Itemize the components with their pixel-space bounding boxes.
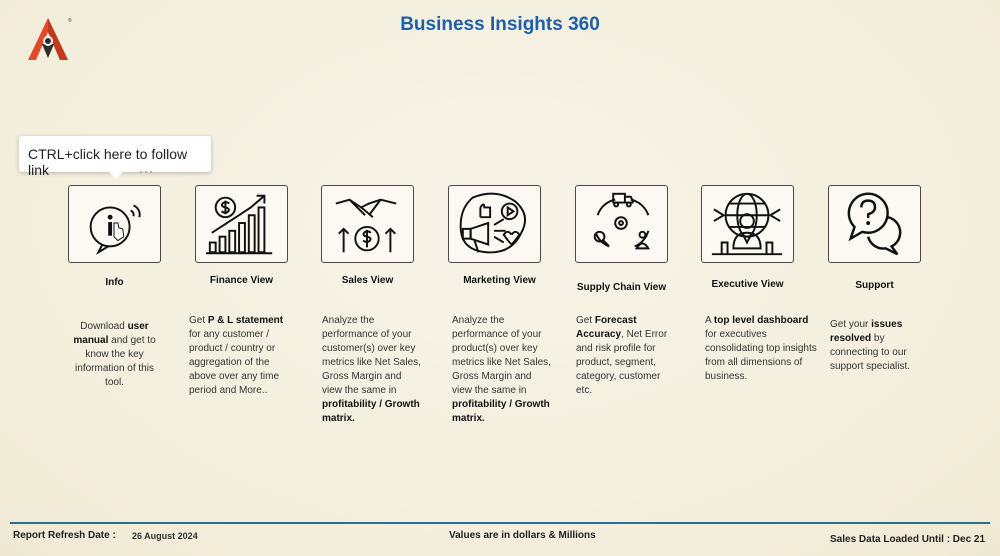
support-description: Get your issues resolved by connecting t… [830,319,911,372]
sales-loaded-until: Sales Data Loaded Until : Dec 21 [830,534,986,545]
supply-chain-view-title: Supply Chain View [576,282,667,293]
finance-view-button[interactable] [195,185,288,263]
support-title: Support [855,280,894,291]
company-logo: ® [24,14,76,64]
refresh-date-label: Report Refresh Date : [13,530,116,541]
support-button[interactable] [828,185,921,263]
values-note: Values are in dollars & Millions [449,530,596,541]
tooltip-text: CTRL+click here to follow link [28,146,188,178]
info-title: Info [105,277,124,288]
supply-chain-view-button[interactable] [575,185,668,263]
info-button[interactable] [68,185,161,263]
marketing-view-title: Marketing View [463,275,536,286]
info-phone-icon [89,204,141,255]
finance-view-title: Finance View [209,275,274,286]
handshake-dollar-icon [335,198,397,253]
supply-chain-view-description: Get Forecast Accuracy, Net Error and ris… [576,315,668,396]
sales-view-description: Analyze the performance of your customer… [322,315,421,424]
supply-chain-cycle-icon [593,192,651,250]
marketing-view-button[interactable] [448,185,541,263]
follow-link-tooltip: CTRL+click here to follow link [19,136,211,179]
page-title: Business Insights 360 [400,14,600,35]
footer-divider [10,522,990,524]
registered-mark: ® [68,17,72,24]
info-description: Download user manual and get to know the… [73,321,156,388]
megaphone-social-icon [459,192,527,254]
question-chat-icon [847,192,902,256]
executive-view-description: A top level dashboard for executives con… [705,315,817,382]
executive-view-title: Executive View [711,279,784,290]
dollar-growth-chart-icon [205,194,273,255]
finance-view-description: Get P & L statement for any customer / p… [189,315,284,396]
marketing-view-description: Analyze the performance of your product(… [452,315,551,424]
sales-view-title: Sales View [341,275,394,286]
executive-globe-icon [711,192,783,256]
more-options-icon[interactable]: ··· [139,164,154,178]
executive-view-button[interactable] [701,185,794,263]
sales-view-button[interactable] [321,185,414,263]
refresh-date-value: 26 August 2024 [132,531,198,541]
